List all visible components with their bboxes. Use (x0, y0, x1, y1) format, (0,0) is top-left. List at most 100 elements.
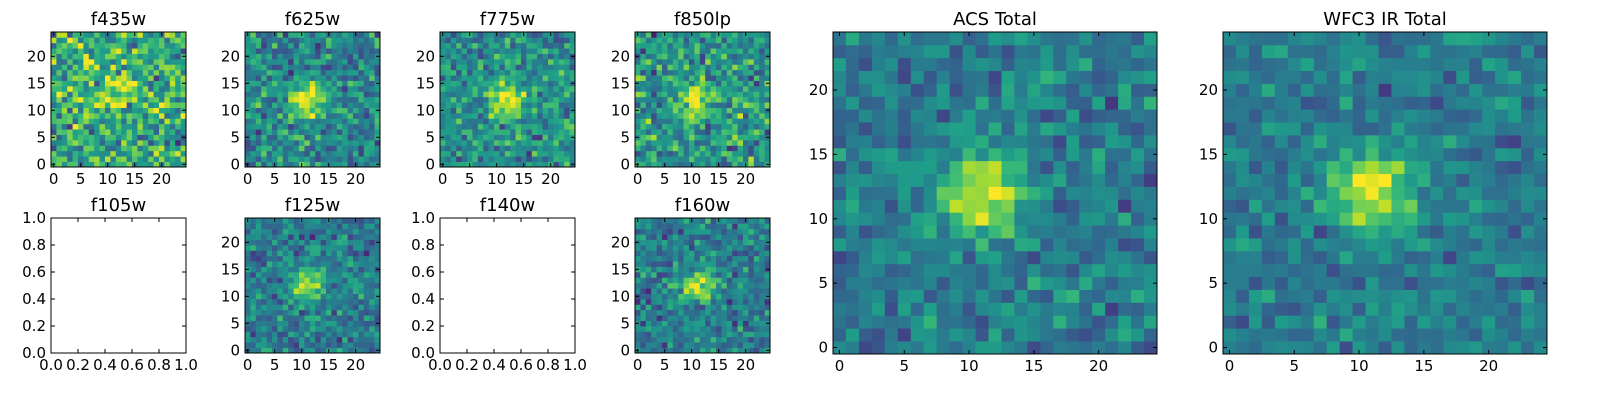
pixel-cell (250, 309, 257, 316)
pixel-cell (440, 129, 446, 135)
pixel-cell (645, 223, 652, 230)
pixel-cell (764, 272, 771, 278)
pixel-cell (159, 107, 165, 114)
pixel-cell (662, 86, 668, 92)
pixel-cell (72, 48, 79, 54)
pixel-cell (450, 102, 457, 108)
pixel-cell (304, 250, 311, 257)
pixel-cell (683, 223, 690, 230)
pixel-cell (159, 123, 165, 130)
pixel-cell (962, 160, 976, 175)
pixel-cell (667, 299, 674, 305)
pixel-cell (732, 150, 738, 157)
pixel-cell (1456, 199, 1470, 213)
pixel-cell (88, 75, 95, 81)
pixel-cell (445, 64, 452, 71)
pixel-cell (94, 102, 100, 108)
pixel-cell (277, 102, 284, 108)
pixel-cell (845, 109, 860, 123)
pixel-cell (1365, 199, 1379, 213)
pixel-cell (374, 282, 381, 289)
pixel-cell (635, 304, 641, 311)
pixel-cell (640, 113, 647, 119)
x-tick-label: 15 (709, 170, 728, 188)
pixel-cell (640, 96, 647, 103)
pixel-cell (678, 299, 684, 305)
pixel-cell (1040, 135, 1054, 149)
pixel-cell (1223, 238, 1237, 252)
pixel-cell (67, 75, 73, 81)
pixel-cell (667, 331, 674, 338)
pixel-cell (288, 134, 294, 141)
pixel-cell (336, 86, 343, 92)
pixel-cell (99, 42, 106, 49)
pixel-cell (1079, 32, 1093, 46)
pixel-cell (483, 96, 489, 103)
pixel-cell (705, 239, 711, 246)
pixel-cell (88, 140, 95, 146)
pixel-cell (169, 102, 176, 108)
pixel-cell (347, 309, 354, 316)
pixel-cell (336, 239, 343, 246)
pixel-cell (315, 245, 321, 251)
pixel-cell (250, 315, 257, 321)
pixel-cell (450, 161, 457, 168)
pixel-cell (488, 91, 495, 98)
pixel-cell (499, 42, 506, 49)
pixel-cell (737, 129, 744, 135)
pixel-cell (564, 75, 570, 81)
pixel-cell (542, 80, 549, 87)
pixel-cell (640, 123, 647, 130)
pixel-cell (678, 309, 684, 316)
pixel-cell (897, 250, 912, 265)
pixel-cell (726, 140, 733, 146)
pixel-cell (1352, 263, 1366, 278)
x-tick-label: 0.4 (93, 356, 117, 374)
pixel-cell (705, 315, 711, 321)
pixel-cell (353, 261, 359, 267)
pixel-cell (261, 223, 267, 230)
pixel-cell (1066, 263, 1080, 278)
pixel-cell (494, 134, 500, 141)
pixel-cell (277, 331, 284, 338)
pixel-cell (83, 48, 90, 54)
pixel-cell (1378, 263, 1392, 278)
pixel-cell (99, 75, 106, 81)
f140w-axes-frame (439, 217, 576, 354)
pixel-cell (645, 299, 652, 305)
pixel-cell (689, 320, 695, 327)
pixel-cell (1326, 250, 1340, 265)
pixel-cell (245, 91, 251, 98)
pixel-cell (748, 320, 755, 327)
pixel-cell (884, 186, 899, 200)
pixel-cell (472, 118, 479, 125)
x-tick-label: 1.0 (563, 356, 587, 374)
pixel-cell (1014, 96, 1028, 110)
pixel-cell (732, 48, 738, 54)
pixel-cell (132, 48, 138, 54)
pixel-cell (975, 160, 989, 175)
pixel-cell (871, 186, 886, 200)
pixel-cell (326, 282, 332, 289)
pixel-cell (336, 32, 343, 38)
pixel-cell (737, 293, 744, 300)
pixel-cell (304, 223, 311, 230)
pixel-cell (347, 107, 354, 114)
pixel-cell (358, 266, 365, 273)
pixel-cell (261, 336, 267, 343)
pixel-cell (331, 156, 338, 162)
pixel-cell (110, 145, 117, 152)
pixel-cell (1066, 109, 1080, 123)
pixel-cell (753, 59, 760, 65)
pixel-cell (1482, 212, 1496, 226)
pixel-cell (315, 96, 321, 103)
pixel-cell (949, 70, 963, 84)
x-tick-label: 20 (346, 170, 365, 188)
pixel-cell (440, 75, 446, 81)
pixel-cell (542, 123, 549, 130)
pixel-cell (737, 32, 744, 38)
pixel-cell (304, 161, 311, 168)
pixel-cell (721, 156, 728, 162)
pixel-cell (1508, 276, 1522, 290)
pixel-cell (910, 225, 925, 239)
